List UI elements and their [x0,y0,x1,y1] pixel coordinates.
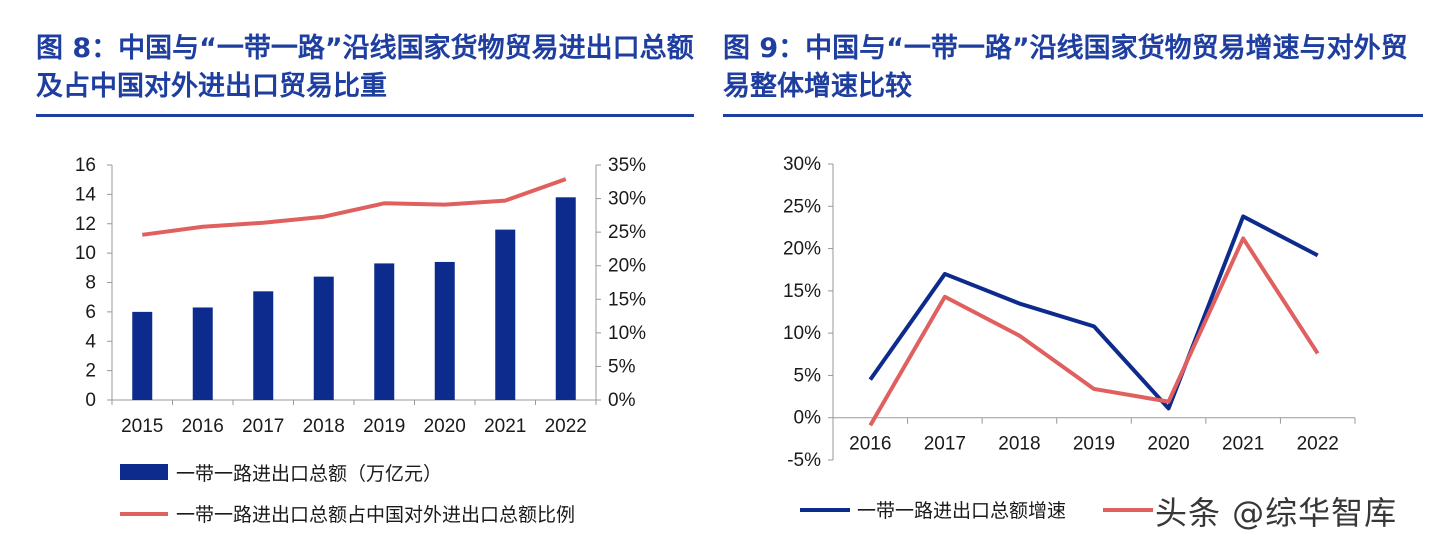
left-y-tick-label: 0 [85,390,96,411]
legend-label-bar: 一带一路进出口总额（万亿元） [176,463,442,485]
watermark: 头条 @综华智库 [1155,494,1398,532]
left-y-tick-label: 8 [85,273,96,294]
right-y-tick-label: 15% [608,289,646,310]
right-title-rule [723,114,1423,117]
legend-label-line: 一带一路进出口总额占中国对外进出口总额比例 [176,504,575,526]
x-tick-label: 2022 [1297,434,1339,455]
bar [434,261,455,400]
y-tick-label: 0% [794,408,822,429]
x-tick-label: 2022 [545,416,587,437]
bar [555,197,576,400]
x-tick-label: 2020 [424,416,466,437]
left-y-tick-label: 14 [75,184,97,205]
left-chart-panel: 图 8：中国与“一带一路”沿线国家货物贸易进出口总额及占中国对外进出口贸易比重 … [0,0,700,544]
y-tick-label: 5% [794,365,822,386]
bar [313,276,334,400]
right-y-tick-label: 20% [608,256,646,277]
y-tick-label: 20% [783,239,821,260]
y-tick-label: 10% [783,323,821,344]
x-tick-label: 2020 [1147,434,1189,455]
x-tick-label: 2018 [998,434,1040,455]
left-chart-title: 图 8：中国与“一带一路”沿线国家货物贸易进出口总额及占中国对外进出口贸易比重 [36,33,694,102]
right-y-tick-label: 30% [608,189,646,210]
x-tick-label: 2016 [849,434,891,455]
x-tick-label: 2019 [363,416,405,437]
bar [374,263,395,400]
x-tick-label: 2018 [303,416,345,437]
right-chart-panel: 图 9：中国与“一带一路”沿线国家货物贸易增速与对外贸易整体增速比较 -5% 0%… [715,0,1448,544]
bar [132,311,153,400]
x-tick-label: 2021 [1222,434,1264,455]
x-tick-label: 2021 [484,416,526,437]
y-tick-label: 30% [783,154,821,175]
left-y-tick-label: 4 [85,331,96,352]
bar [192,307,213,400]
y-tick-label: -5% [787,450,821,471]
growth-line-overall [868,236,1320,427]
bar [495,229,516,400]
x-tick-label: 2017 [242,416,284,437]
left-title-rule [36,114,694,117]
x-tick-label: 2017 [924,434,966,455]
x-tick-label: 2015 [121,416,163,437]
right-y-tick-label: 25% [608,222,646,243]
x-tick-label: 2019 [1073,434,1115,455]
left-y-tick-label: 16 [75,155,96,176]
bar [253,291,274,400]
legend-label-blue: 一带一路进出口总额增速 [857,500,1066,522]
y-tick-label: 15% [783,281,821,302]
right-y-tick-label: 0% [608,390,636,411]
left-y-tick-label: 6 [85,302,96,323]
growth-line-chart: -5% 0% 5% 10% 15% 20% 25% 30% 2016 2017 2018 2019 20… [783,154,1356,522]
growth-line-belt-road [868,214,1319,411]
left-y-tick-label: 12 [75,214,96,235]
x-tick-label: 2016 [182,416,224,437]
ratio-line [141,177,567,237]
right-y-tick-label: 10% [608,323,646,344]
bar-line-chart: 0 2 4 6 8 10 12 14 16 0% 5% 10% 15% 20% 25% 30% 35% 2015 2… [75,155,646,526]
legend-swatch-bar [120,464,168,480]
right-y-tick-label: 35% [608,155,646,176]
left-y-tick-label: 2 [85,361,96,382]
right-chart-title: 图 9：中国与“一带一路”沿线国家货物贸易增速与对外贸易整体增速比较 [723,33,1408,102]
right-y-tick-label: 5% [608,356,636,377]
y-tick-label: 25% [783,196,821,217]
left-y-tick-label: 10 [75,243,96,264]
